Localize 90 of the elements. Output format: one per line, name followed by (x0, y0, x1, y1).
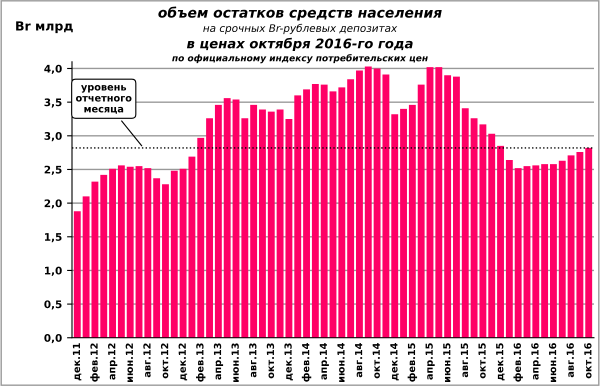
bar (74, 211, 81, 338)
bar (541, 164, 548, 338)
bar (126, 166, 134, 338)
x-tick-label: фев.15 (408, 343, 418, 382)
bar (214, 104, 222, 338)
bar (453, 76, 460, 338)
bar (330, 91, 336, 338)
bar (224, 98, 231, 338)
bar (303, 89, 310, 338)
bar (382, 74, 390, 338)
y-axis-title: Br млрд (16, 21, 73, 34)
bar (276, 110, 284, 338)
y-tick-label: 1,0 (45, 266, 62, 276)
bar (170, 170, 178, 338)
y-tick-label: 3,5 (44, 98, 62, 108)
x-tick-label: авг.15 (460, 343, 468, 378)
x-tick-label: авг.12 (143, 343, 151, 378)
x-tick-label: апр.15 (426, 343, 435, 380)
bar (180, 168, 187, 338)
x-tick-label: июн.13 (231, 343, 239, 382)
x-tick-label: апр.14 (320, 343, 329, 380)
y-tick-label: 4,0 (44, 64, 62, 74)
bar (294, 95, 302, 338)
bar (426, 67, 434, 338)
bar (136, 166, 142, 338)
bar (550, 164, 557, 338)
x-tick-label: фев.16 (513, 343, 523, 382)
x-tick-label: авг.14 (355, 343, 362, 378)
x-tick-label: июн.12 (126, 343, 134, 382)
y-tick-label: 0,0 (44, 334, 62, 344)
y-tick-label: 2,5 (44, 166, 62, 175)
bar (374, 68, 381, 338)
ref-line-label: уровень отчетного месяца (76, 85, 132, 114)
bar (109, 168, 116, 338)
x-tick-label: фев.12 (90, 343, 100, 382)
x-tick-label: авг.13 (249, 343, 256, 378)
x-tick-label: фев.13 (196, 343, 206, 382)
x-tick-label: дек.15 (496, 343, 505, 380)
bar (585, 148, 592, 338)
bar (435, 67, 442, 338)
bar (576, 152, 584, 338)
x-tick-label: окт.13 (266, 343, 274, 378)
x-tick-label: июн.14 (337, 343, 345, 382)
bar (188, 156, 196, 338)
bar (497, 146, 504, 338)
bar (259, 110, 266, 338)
bar (568, 155, 575, 338)
x-tick-label: дек.12 (178, 343, 188, 380)
x-tick-label: июн.16 (548, 343, 556, 382)
x-tick-label: дек.14 (390, 343, 399, 380)
y-tick-label: 0,5 (44, 300, 62, 310)
x-tick-label: дек.11 (72, 343, 82, 380)
bar (268, 112, 275, 338)
bar (558, 160, 566, 338)
x-tick-label: фев.14 (302, 343, 312, 382)
bar (400, 108, 407, 338)
bar (162, 184, 169, 338)
bar (364, 66, 372, 338)
bar (488, 134, 496, 338)
bar (462, 108, 469, 338)
x-tick-label: окт.16 (584, 343, 592, 378)
bar (285, 118, 292, 338)
bar (479, 124, 486, 338)
bar (232, 99, 240, 338)
bar (118, 165, 125, 338)
chart-title: объем остатков средств населения (158, 6, 442, 20)
bar (82, 196, 90, 338)
y-tick-label: 3,0 (44, 132, 62, 142)
x-tick-label: апр.16 (531, 343, 541, 380)
bar (444, 75, 452, 338)
x-tick-label: окт.12 (160, 343, 168, 378)
x-tick-label: дек.13 (284, 343, 293, 380)
y-tick-label: 1,5 (45, 233, 62, 242)
bar (524, 166, 530, 338)
bar (91, 182, 98, 338)
y-tick-label: 2,0 (44, 199, 62, 209)
bar (470, 118, 478, 338)
x-tick-label: апр.12 (108, 343, 118, 380)
bar (532, 165, 540, 338)
bar (206, 118, 213, 338)
bar (197, 138, 204, 338)
x-tick-label: июн.15 (443, 343, 450, 382)
x-tick-label: окт.14 (372, 343, 380, 378)
x-tick-label: авг.16 (566, 343, 574, 378)
bar (100, 174, 108, 338)
bar (356, 70, 363, 338)
chart-subtitle: на срочных Br-рублевых депозитах в ценах октября 2016-го года по официальному индексу потребительских цен (172, 24, 428, 64)
x-tick-label: апр.13 (214, 343, 224, 380)
bar (391, 114, 398, 338)
x-tick-label: окт.15 (478, 343, 486, 378)
